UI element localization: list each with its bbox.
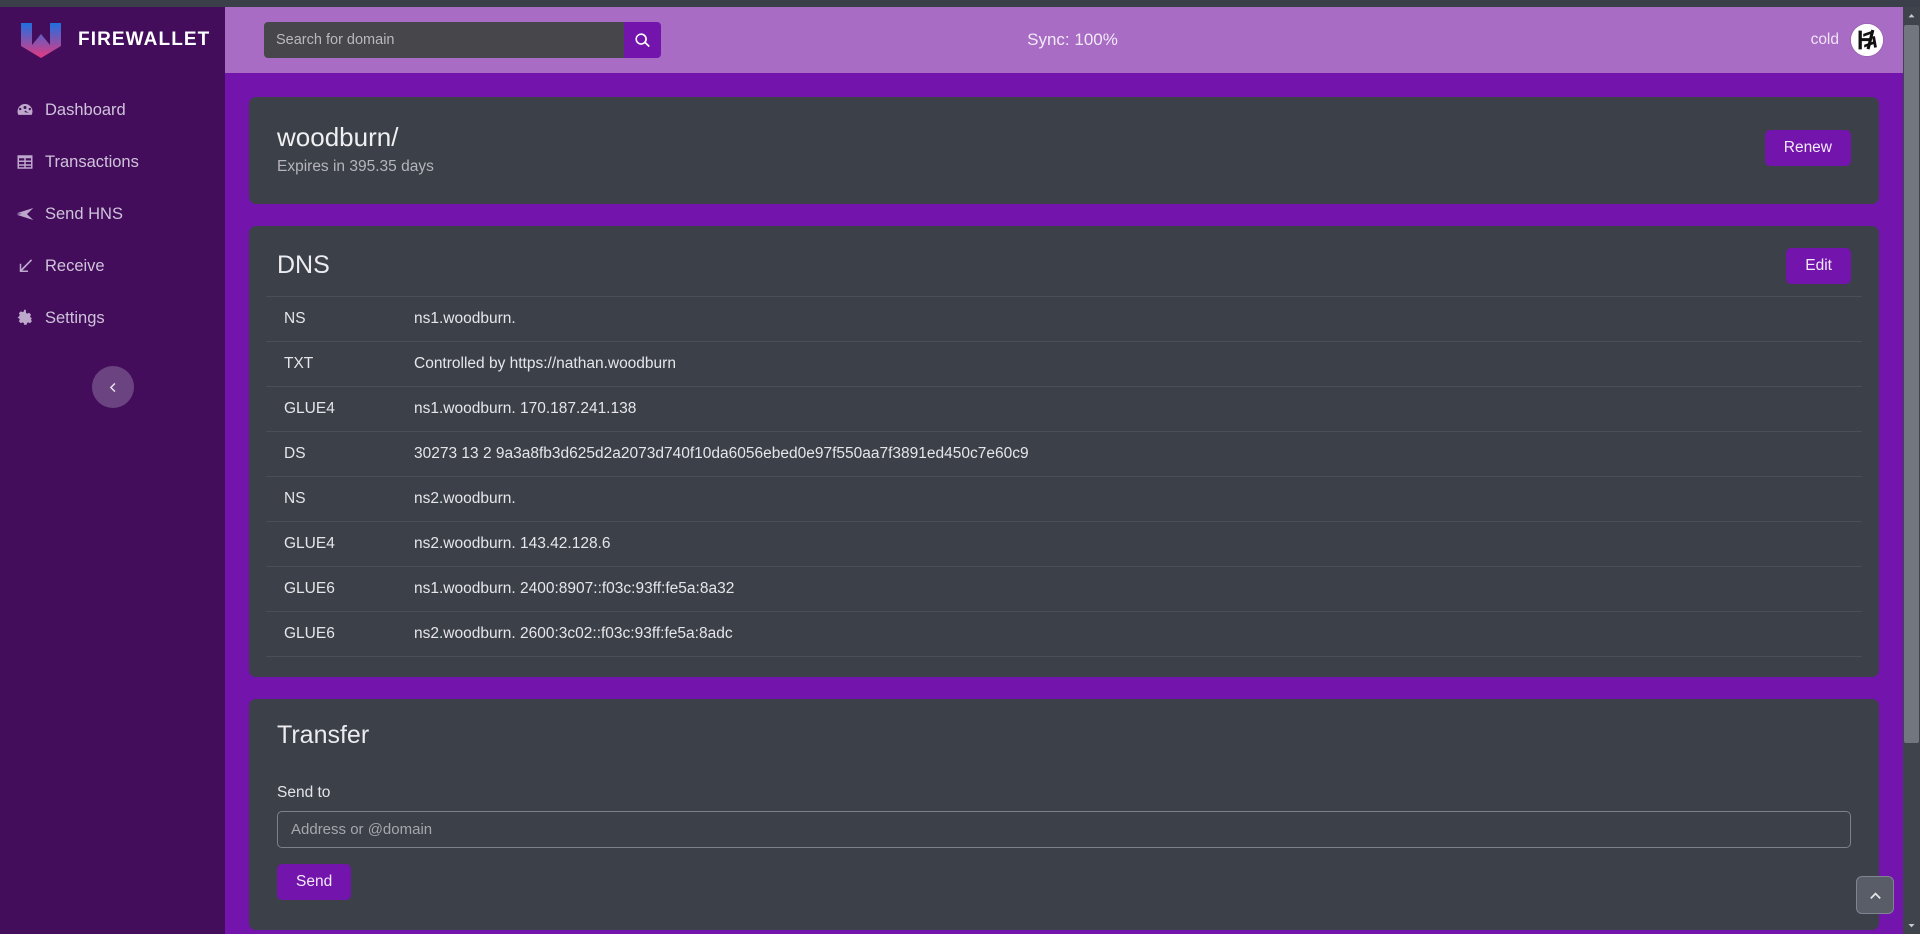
paper-plane-icon bbox=[16, 205, 34, 223]
table-grid-icon bbox=[16, 153, 34, 171]
table-row: GLUE4 ns2.woodburn. 143.42.128.6 bbox=[266, 521, 1862, 566]
brand[interactable]: FIREWALLET bbox=[0, 0, 225, 66]
sidebar-item-label: Transactions bbox=[45, 152, 139, 171]
dns-record-type: GLUE6 bbox=[284, 624, 335, 642]
domain-summary-card: woodburn/ Expires in 395.35 days Renew bbox=[249, 97, 1879, 204]
user-menu[interactable]: cold bbox=[1811, 23, 1884, 57]
scrollbar-up-arrow[interactable] bbox=[1903, 7, 1920, 24]
dns-table-wrap: NS ns1.woodburn. TXT Controlled by https://… bbox=[249, 296, 1879, 677]
sidebar-nav: Dashboard Transactions Send HNS Receive bbox=[0, 84, 225, 344]
sidebar-item-label: Receive bbox=[45, 256, 105, 275]
dns-record-type: GLUE4 bbox=[284, 534, 335, 552]
table-row: GLUE4 ns1.woodburn. 170.187.241.138 bbox=[266, 386, 1862, 431]
domain-expiry: Expires in 395.35 days bbox=[277, 157, 434, 175]
table-row: TXT Controlled by https://nathan.woodburn bbox=[266, 341, 1862, 386]
sidebar-collapse-wrap bbox=[0, 366, 225, 408]
sidebar-item-transactions[interactable]: Transactions bbox=[0, 136, 225, 188]
table-row: DS 30273 13 2 9a3a8fb3d625d2a2073d740f10d… bbox=[266, 431, 1862, 476]
page-title: woodburn/ bbox=[277, 122, 399, 152]
search-bar bbox=[264, 22, 661, 58]
dns-record-type: NS bbox=[284, 489, 306, 507]
firewallet-w-logo-icon bbox=[21, 23, 61, 58]
gauge-icon bbox=[16, 101, 34, 119]
dns-record-value: ns1.woodburn. 170.187.241.138 bbox=[414, 399, 637, 417]
transfer-form: Send to Send bbox=[249, 784, 1879, 930]
dns-record-value: ns2.woodburn. bbox=[414, 489, 516, 507]
brand-name: FIREWALLET bbox=[78, 29, 211, 50]
gear-icon bbox=[16, 309, 34, 327]
table-row: NS ns2.woodburn. bbox=[266, 476, 1862, 521]
sidebar-item-label: Dashboard bbox=[45, 100, 126, 119]
dns-record-type: DS bbox=[284, 444, 306, 462]
table-row: GLUE6 ns2.woodburn. 2600:3c02::f03c:93ff:… bbox=[266, 611, 1862, 656]
send-to-label: Send to bbox=[277, 783, 331, 801]
dns-records-table: NS ns1.woodburn. TXT Controlled by https://… bbox=[266, 296, 1862, 657]
scrollbar-down-arrow[interactable] bbox=[1903, 917, 1920, 934]
dns-card-header: DNS Edit bbox=[249, 226, 1879, 296]
dns-record-type: GLUE6 bbox=[284, 579, 335, 597]
edit-dns-button[interactable]: Edit bbox=[1786, 247, 1851, 284]
main-content: woodburn/ Expires in 395.35 days Renew D… bbox=[225, 73, 1903, 934]
chevron-left-icon bbox=[109, 382, 116, 392]
sidebar-item-label: Settings bbox=[45, 308, 105, 327]
scrollbar-thumb[interactable] bbox=[1904, 25, 1919, 743]
transfer-send-button[interactable]: Send bbox=[277, 863, 352, 900]
sidebar-item-label: Send HNS bbox=[45, 204, 123, 223]
table-row: GLUE6 ns1.woodburn. 2400:8907::f03c:93ff:… bbox=[266, 566, 1862, 611]
sidebar-item-settings[interactable]: Settings bbox=[0, 292, 225, 344]
chevron-up-icon bbox=[1869, 891, 1881, 899]
search-button[interactable] bbox=[624, 22, 661, 58]
dns-record-value: ns1.woodburn. 2400:8907::f03c:93ff:fe5a:… bbox=[414, 579, 735, 597]
dns-title: DNS bbox=[277, 251, 330, 279]
caret-down-icon bbox=[1908, 924, 1915, 928]
dns-record-value: ns1.woodburn. bbox=[414, 309, 516, 327]
caret-up-icon bbox=[1908, 14, 1915, 18]
arrow-down-left-icon bbox=[16, 257, 34, 275]
sidebar-collapse-button[interactable] bbox=[91, 366, 134, 408]
user-name: cold bbox=[1810, 31, 1839, 48]
scroll-to-top-button[interactable] bbox=[1856, 876, 1894, 914]
transfer-title: Transfer bbox=[277, 720, 370, 749]
sidebar-item-dashboard[interactable]: Dashboard bbox=[0, 84, 225, 136]
renew-button[interactable]: Renew bbox=[1764, 130, 1851, 167]
dns-card: DNS Edit NS ns1.woodburn. TXT Controlled by… bbox=[249, 225, 1879, 677]
dns-record-type: GLUE4 bbox=[284, 399, 335, 417]
dns-record-value: ns2.woodburn. 143.42.128.6 bbox=[414, 534, 611, 552]
transfer-address-input[interactable] bbox=[277, 810, 1851, 848]
sidebar-item-send-hns[interactable]: Send HNS bbox=[0, 188, 225, 240]
sidebar: FIREWALLET Dashboard Transactions Send H… bbox=[0, 0, 225, 934]
dns-record-value: Controlled by https://nathan.woodburn bbox=[414, 354, 676, 372]
page-scrollbar[interactable] bbox=[1903, 7, 1920, 934]
dns-record-type: TXT bbox=[284, 354, 314, 372]
transfer-card-header: Transfer bbox=[249, 699, 1879, 762]
dns-record-type: NS bbox=[284, 309, 306, 327]
search-icon bbox=[635, 32, 650, 47]
user-identicon-avatar bbox=[1850, 23, 1884, 57]
search-input[interactable] bbox=[264, 22, 624, 58]
dns-record-value: ns2.woodburn. 2600:3c02::f03c:93ff:fe5a:… bbox=[414, 624, 733, 642]
sidebar-item-receive[interactable]: Receive bbox=[0, 240, 225, 292]
domain-info: woodburn/ Expires in 395.35 days bbox=[277, 121, 434, 176]
top-header: Sync: 100% cold bbox=[225, 7, 1920, 73]
transfer-card: Transfer Send to Send bbox=[249, 698, 1879, 930]
window-top-strip bbox=[0, 0, 1920, 7]
dns-record-value: 30273 13 2 9a3a8fb3d625d2a2073d740f10da6… bbox=[414, 444, 1029, 462]
table-row: NS ns1.woodburn. bbox=[266, 296, 1862, 341]
